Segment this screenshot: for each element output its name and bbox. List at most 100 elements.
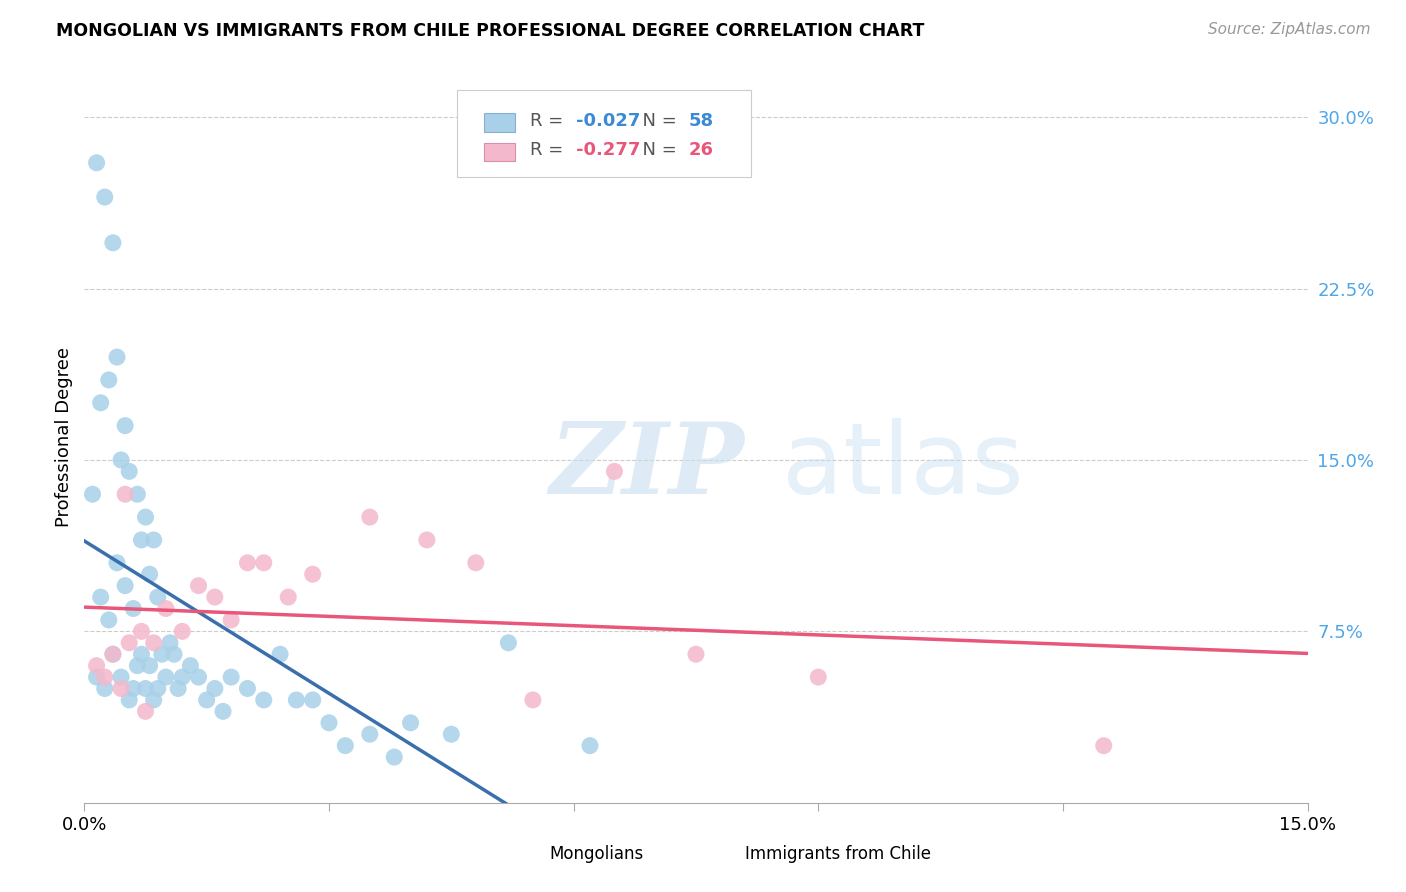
Text: MONGOLIAN VS IMMIGRANTS FROM CHILE PROFESSIONAL DEGREE CORRELATION CHART: MONGOLIAN VS IMMIGRANTS FROM CHILE PROFE… (56, 22, 925, 40)
FancyBboxPatch shape (506, 843, 537, 865)
Point (416, 533, 439, 547)
Point (131, 533, 153, 547)
Point (236, 681, 259, 696)
Point (114, 579, 136, 593)
Point (187, 579, 209, 593)
Point (277, 590, 299, 604)
Point (127, 487, 149, 501)
Point (155, 601, 177, 615)
Point (301, 567, 323, 582)
Point (122, 681, 145, 696)
Point (522, 693, 544, 707)
Point (90, 396, 112, 410)
Point (318, 715, 340, 730)
Point (236, 556, 259, 570)
FancyBboxPatch shape (484, 143, 515, 161)
Point (142, 693, 165, 707)
Point (204, 681, 226, 696)
Text: ZIP: ZIP (550, 418, 744, 515)
Point (440, 727, 463, 741)
Point (97, 613, 120, 627)
Point (579, 739, 602, 753)
Text: N =: N = (631, 112, 683, 130)
FancyBboxPatch shape (457, 90, 751, 178)
Point (93, 681, 115, 696)
Point (219, 670, 242, 684)
Point (159, 636, 181, 650)
Text: Immigrants from Chile: Immigrants from Chile (745, 845, 931, 863)
Point (114, 487, 136, 501)
Point (269, 647, 291, 661)
Text: R =: R = (530, 141, 568, 160)
Point (135, 705, 157, 719)
Text: Source: ZipAtlas.com: Source: ZipAtlas.com (1208, 22, 1371, 37)
Point (150, 647, 173, 661)
Point (90, 590, 112, 604)
Point (359, 727, 381, 741)
Point (335, 739, 357, 753)
Point (122, 601, 145, 615)
Point (382, 750, 405, 764)
Point (172, 670, 194, 684)
Point (93, 190, 115, 204)
Point (219, 613, 242, 627)
Point (86, 670, 108, 684)
Point (105, 350, 128, 364)
Point (212, 705, 235, 719)
Point (97, 373, 120, 387)
Point (155, 670, 177, 684)
Point (301, 693, 323, 707)
Point (187, 670, 209, 684)
Text: atlas: atlas (782, 417, 1024, 515)
Point (142, 533, 165, 547)
Point (253, 693, 276, 707)
Point (110, 670, 132, 684)
Point (114, 418, 136, 433)
Point (172, 624, 194, 639)
Text: Mongolians: Mongolians (550, 845, 644, 863)
Point (118, 636, 141, 650)
Point (86, 658, 108, 673)
Point (127, 658, 149, 673)
Point (1092, 739, 1115, 753)
Point (603, 464, 626, 478)
Point (807, 670, 830, 684)
FancyBboxPatch shape (484, 113, 515, 132)
Point (135, 681, 157, 696)
Point (167, 681, 190, 696)
Point (253, 556, 276, 570)
Text: -0.277: -0.277 (576, 141, 641, 160)
Point (101, 647, 124, 661)
Point (82, 487, 104, 501)
Point (93, 670, 115, 684)
Point (131, 647, 153, 661)
Point (138, 567, 160, 582)
Point (135, 510, 157, 524)
Y-axis label: Professional Degree: Professional Degree (55, 347, 73, 527)
Point (146, 590, 169, 604)
Point (399, 715, 422, 730)
Point (105, 556, 128, 570)
Point (195, 693, 218, 707)
FancyBboxPatch shape (706, 843, 737, 865)
Point (163, 647, 186, 661)
Point (285, 693, 308, 707)
Point (179, 658, 201, 673)
Point (359, 510, 381, 524)
Point (118, 464, 141, 478)
Text: 26: 26 (689, 141, 714, 160)
Point (110, 453, 132, 467)
Point (204, 590, 226, 604)
Point (146, 681, 169, 696)
Point (498, 636, 520, 650)
Text: 58: 58 (689, 112, 714, 130)
Text: R =: R = (530, 112, 568, 130)
Point (101, 647, 124, 661)
Point (101, 235, 124, 250)
Point (142, 636, 165, 650)
Point (464, 556, 486, 570)
Point (110, 681, 132, 696)
Point (685, 647, 707, 661)
Text: -0.027: -0.027 (576, 112, 641, 130)
Text: N =: N = (631, 141, 683, 160)
